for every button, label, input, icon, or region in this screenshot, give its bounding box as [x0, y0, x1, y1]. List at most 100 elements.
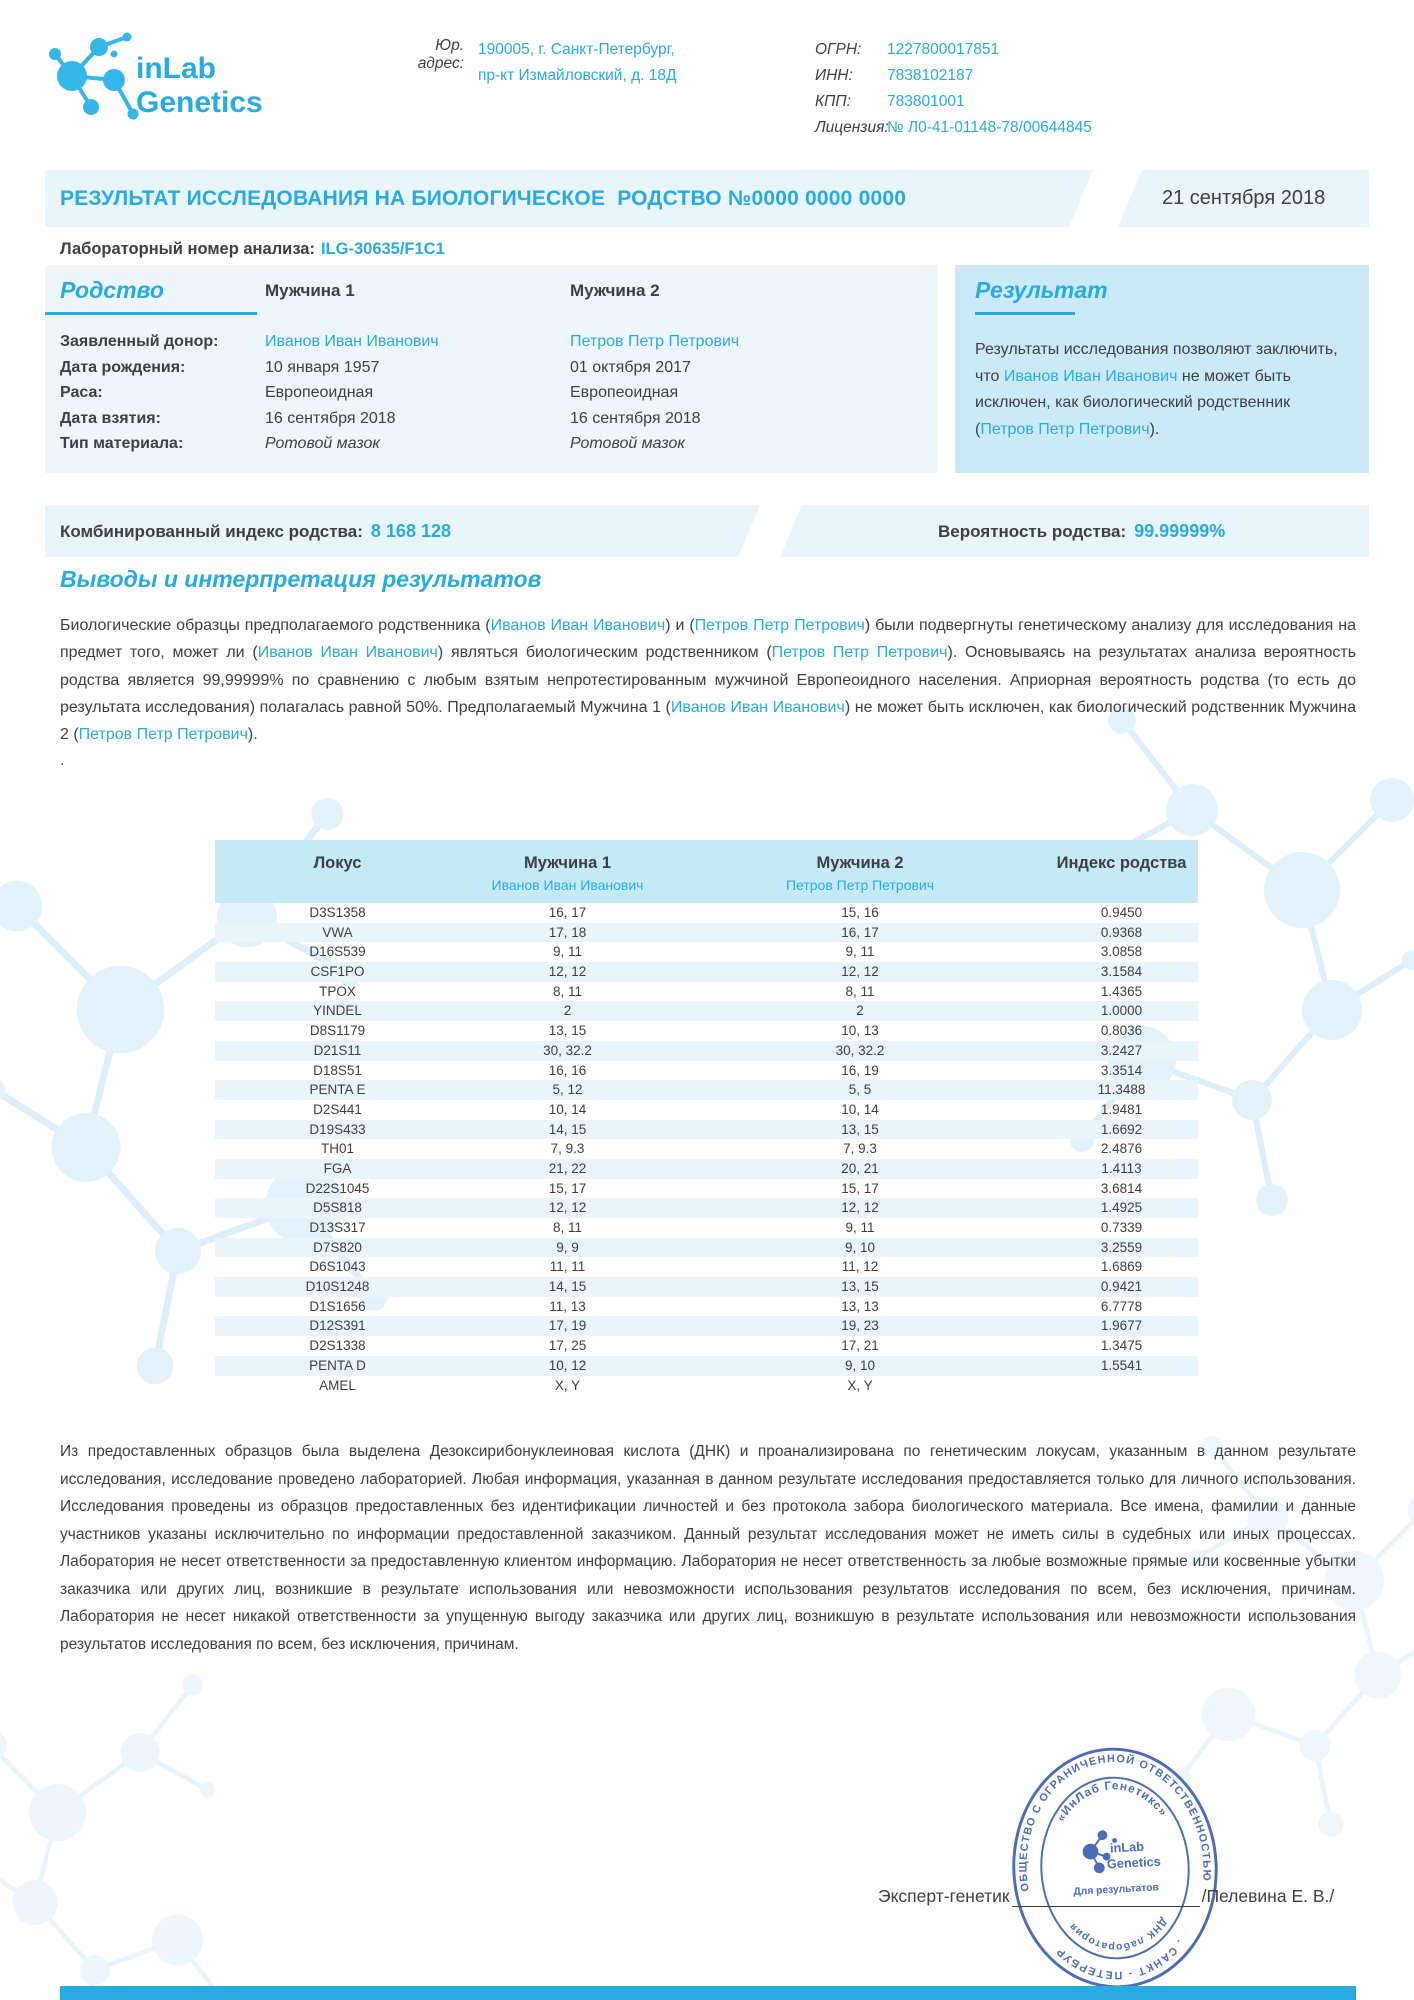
address-line: пр-кт Измайловский, д. 18Д [478, 67, 677, 84]
table-cell: D22S1045 [305, 1180, 370, 1196]
table-cell: 10, 13 [841, 1023, 879, 1039]
table-cell: 8, 11 [845, 983, 875, 999]
combined-index-band: Комбинированный индекс родства: 8 168 128 [45, 505, 760, 557]
table-cell: D2S441 [313, 1101, 362, 1117]
table-row: D2S1338 17, 25 17, 21 1.3475 [215, 1336, 1198, 1356]
relationship-rows: Заявленный донор: Иванов Иван Иванович Пет… [60, 329, 928, 457]
header-man2-name: Петров Петр Петрович [785, 877, 935, 893]
signature-underline [1011, 1886, 1200, 1907]
table-row: D10S1248 14, 15 13, 15 0.9421 [215, 1277, 1198, 1297]
relationship-heading: Родство [45, 275, 257, 315]
relationship-value-man1: Ротовой мазок [265, 435, 380, 453]
relationship-value-man2: Европеоидная [570, 384, 679, 402]
table-cell: D18S51 [313, 1062, 362, 1078]
registry-label: ОГРН: [815, 41, 862, 58]
lab-number-line: Лабораторный номер анализа: ILG-30635/F1C… [60, 240, 445, 259]
header-man2: Мужчина 2 Петров Петр Петрович [675, 851, 1045, 895]
table-cell: D16S539 [309, 944, 366, 960]
signer-name: /Пелевина Е. В./ [1201, 1886, 1335, 1906]
table-cell: 13, 15 [841, 1121, 879, 1137]
relationship-panel: Родство Мужчина 1 Мужчина 2 Заявленный д… [45, 265, 938, 473]
footer-bar [60, 1986, 1356, 2000]
table-cell: VWA [322, 924, 353, 940]
table-cell: 11, 13 [549, 1298, 586, 1314]
table-row: PENTA D 10, 12 9, 10 1.5541 [215, 1355, 1198, 1376]
molecule-watermark [0, 1640, 260, 2000]
table-cell: 10, 14 [548, 1101, 587, 1117]
column-header-man1: Мужчина 1 [265, 281, 355, 300]
stamp-inner-bottom-text: ДНК лаборатория [1067, 1915, 1170, 1956]
person-name: Иванов Иван Иванович [1003, 367, 1178, 385]
table-cell: CSF1PO [310, 964, 365, 980]
table-cell: 1.6869 [1100, 1259, 1143, 1275]
combined-index-value: 8 168 128 [370, 521, 451, 541]
table-cell: 16, 16 [548, 1062, 587, 1078]
table-row: YINDEL 2 2 1.0000 [215, 1001, 1198, 1022]
table-cell: 1.6692 [1100, 1121, 1143, 1137]
table-cell: 1.4925 [1100, 1200, 1143, 1216]
person-name: Петров Петр Петрович [980, 420, 1150, 438]
table-cell: D21S11 [313, 1042, 362, 1058]
table-cell: 0.9421 [1100, 1279, 1143, 1295]
table-cell: D13S317 [309, 1220, 366, 1235]
text-segment: Биологические образцы предполагаемого ро… [60, 617, 491, 634]
table-cell: 9, 10 [844, 1239, 876, 1255]
report-title-band: РЕЗУЛЬТАТ ИССЛЕДОВАНИЯ НА БИОЛОГИЧЕСКОЕ … [45, 170, 1093, 227]
table-row: D13S317 8, 11 9, 11 0.7339 [215, 1218, 1198, 1238]
table-cell: 3.0858 [1100, 944, 1143, 960]
stamp-center-logo: inLab Genetics Для результатов [1073, 1830, 1161, 1898]
table-cell: 3.2559 [1100, 1239, 1143, 1255]
table-cell: D8S1179 [309, 1023, 366, 1039]
table-cell: 2 [563, 1003, 572, 1019]
table-cell: 9, 9 [556, 1239, 579, 1255]
table-row: TH01 7, 9.3 7, 9.3 2.4876 [215, 1139, 1198, 1159]
address-line: 190005, г. Санкт-Петербург, [478, 41, 675, 58]
relationship-value-man1: 16 сентября 2018 [265, 409, 396, 427]
stamp-inner-top-text: «ИнЛаб Генетикс» [1052, 1776, 1170, 1824]
table-cell: 1.5541 [1100, 1357, 1143, 1373]
table-cell: 9, 11 [552, 944, 583, 960]
table-cell: 13, 13 [841, 1298, 879, 1314]
table-cell: 11.3488 [1097, 1082, 1146, 1098]
table-cell: 16, 17 [548, 905, 587, 920]
table-cell: 13, 15 [841, 1279, 879, 1295]
table-cell: 10, 12 [548, 1357, 587, 1373]
relationship-row: Дата рождения: 10 января 1957 01 октября 2… [60, 355, 928, 381]
relationship-row: Тип материала: Ротовой мазок Ротовой мазок [60, 431, 928, 457]
table-cell: 1.9677 [1100, 1318, 1143, 1334]
table-cell: 8, 11 [552, 1220, 583, 1235]
registry-block: ОГРН: 1227800017851 ИНН: 7838102187 КПП: 7838… [815, 37, 1092, 141]
table-row: D1S1656 11, 13 13, 13 6.7778 [215, 1297, 1198, 1317]
lab-number-value: ILG-30635/F1C1 [320, 240, 445, 258]
person-name: Петров Петр Петрович [771, 644, 948, 662]
table-cell: 15, 16 [841, 905, 879, 920]
probability-band: Вероятность родства: 99.99999% [780, 505, 1369, 557]
person-name: Петров Петр Петрович [78, 726, 248, 744]
relationship-row-label: Тип материала: [60, 435, 184, 453]
table-cell: 14, 15 [548, 1279, 587, 1295]
table-cell: 5, 12 [552, 1082, 583, 1098]
table-cell: 17, 21 [841, 1338, 879, 1354]
legal-address-label: Юр. адрес: [417, 37, 464, 72]
report-title: РЕЗУЛЬТАТ ИССЛЕДОВАНИЯ НА БИОЛОГИЧЕСКОЕ … [60, 187, 907, 210]
table-cell: 1.3475 [1100, 1338, 1143, 1354]
table-cell: D1S1656 [309, 1298, 366, 1314]
column-header-man2: Мужчина 2 [570, 281, 660, 300]
report-date: 21 сентября 2018 [1162, 187, 1326, 209]
text-segment: ) являться биологическим родственником ( [437, 644, 772, 662]
table-row: D18S51 16, 16 16, 19 3.3514 [215, 1061, 1198, 1081]
table-cell: 1.0000 [1100, 1003, 1143, 1019]
locus-table-header: Локус Мужчина 1 Иванов Иван Иванович Муж… [215, 840, 1198, 903]
registry-value: 7838102187 [887, 67, 974, 84]
table-cell: 7, 9.3 [550, 1141, 585, 1157]
table-cell: 9, 11 [845, 944, 875, 960]
relationship-row-label: Заявленный донор: [60, 333, 219, 350]
table-cell: PENTA E [309, 1082, 366, 1098]
table-cell: 0.9368 [1100, 924, 1143, 940]
table-cell: 10, 14 [841, 1101, 879, 1117]
text-segment: ). Основываясь на результатах анализа ве… [60, 644, 1357, 716]
table-cell: PENTA D [309, 1357, 366, 1373]
table-cell: AMEL [319, 1377, 356, 1393]
header-index: Индекс родства [1056, 854, 1187, 872]
